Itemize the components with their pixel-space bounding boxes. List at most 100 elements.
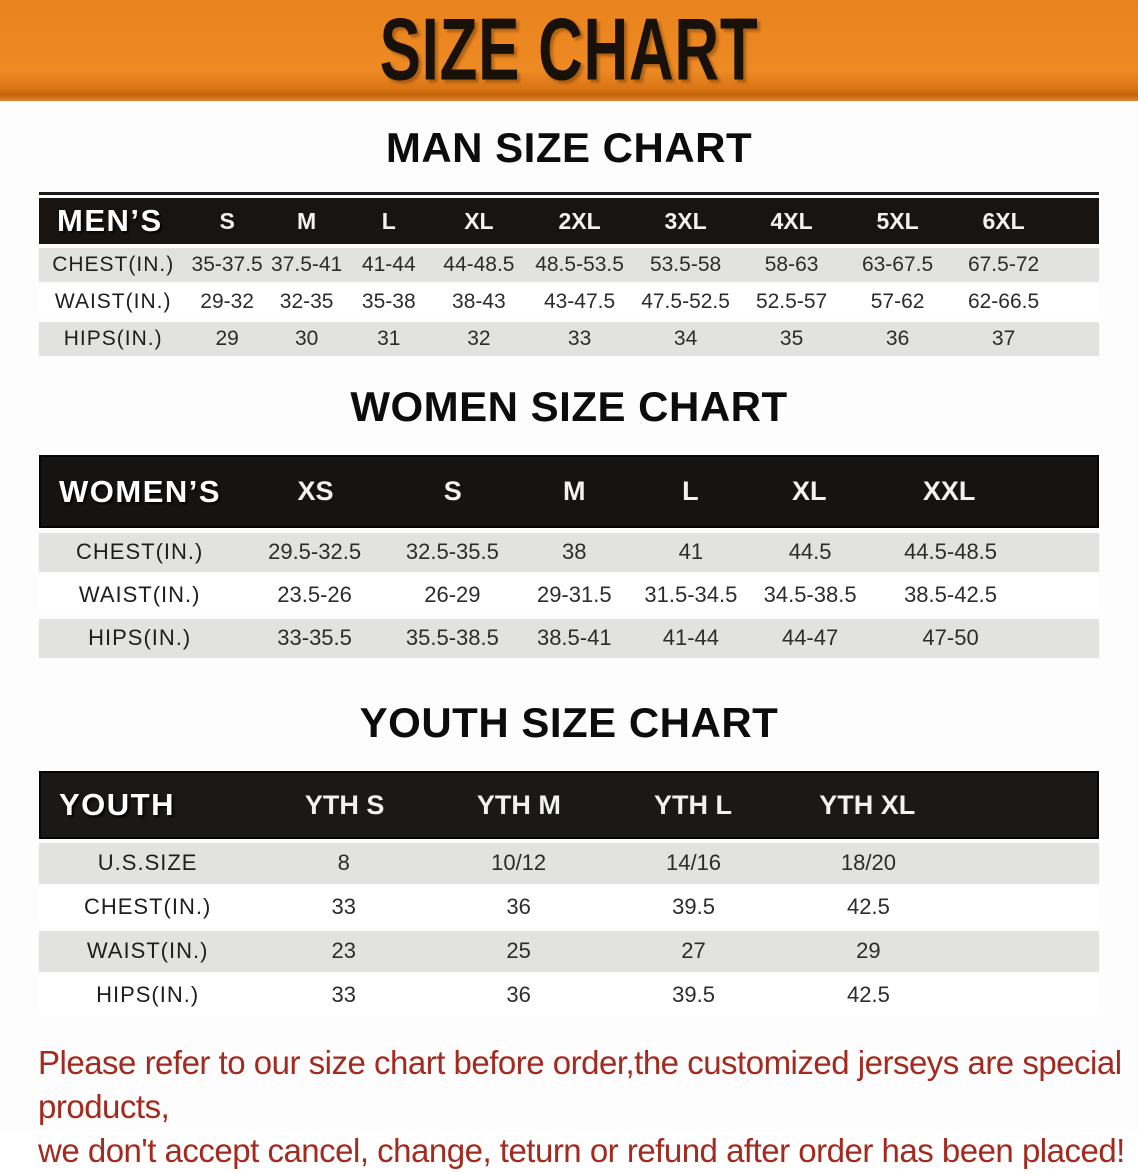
table-cell: 42.5 [847,982,890,1007]
table-cell: 37.5-41 [271,252,343,276]
row-label: WAIST(IN.) [78,582,201,607]
table-cell: 47-50 [922,625,979,650]
banner-title: SIZE CHART [379,1,759,99]
table-cell: 44.5-48.5 [904,539,998,564]
women-table-header-row: WOMEN’S XS S M L XL XXL [39,455,1099,528]
table-cell: 63-67.5 [861,252,934,276]
row-label: HIPS(IN.) [63,326,163,350]
table-cell: 23 [331,938,356,963]
youth-header-cell: YTH M [476,789,561,820]
women-size-table: WOMEN’S XS S M L XL XXL CHEST(IN.) 29.5-… [39,455,1099,657]
youth-header-cell: YTH L [654,789,733,820]
table-cell: 47.5-52.5 [641,289,730,313]
youth-table-header-row: YOUTH YTH S YTH M YTH L YTH XL [39,771,1099,839]
women-header-cell: XL [791,476,827,506]
row-label: WAIST(IN.) [54,289,172,313]
women-header-cell: M [563,476,586,506]
table-cell: 8 [337,850,350,875]
table-cell: 35 [779,326,804,350]
table-cell: 62-66.5 [967,289,1040,313]
table-cell: 41-44 [662,625,719,650]
men-table-header-row: MEN’S S M L XL 2XL 3XL 4XL 5XL 6XL [39,198,1099,244]
table-cell: 29.5-32.5 [268,539,362,564]
table-cell: 41 [678,539,704,564]
row-label: CHEST(IN.) [52,252,175,276]
table-cell: 33 [567,326,592,350]
table-cell: 34 [673,326,698,350]
table-cell: 44.5 [788,539,832,564]
table-cell: 33-35.5 [277,625,352,650]
row-label: HIPS(IN.) [96,982,200,1007]
table-cell: 29-32 [200,289,254,313]
row-label: CHEST(IN.) [83,894,212,919]
men-header-cell: 5XL [876,207,919,234]
men-hips-row: HIPS(IN.) 29 30 31 32 33 34 35 36 37 [39,322,1099,355]
youth-header-cell: YTH S [304,789,385,820]
table-cell: 39.5 [672,894,715,919]
table-cell: 23.5-26 [277,582,352,607]
table-cell: 32.5-35.5 [405,539,499,564]
women-header-cell: L [682,476,699,506]
youth-hips-row: HIPS(IN.) 33 36 39.5 42.5 [39,975,1099,1015]
table-cell: 29 [856,938,881,963]
table-cell: 31 [377,326,401,350]
table-cell: 38-43 [452,289,506,313]
men-header-cell: S [219,207,235,234]
youth-header-cell: YTH XL [819,789,916,820]
youth-size-table: YOUTH YTH S YTH M YTH L YTH XL U.S.SIZE … [39,771,1099,1015]
row-label: HIPS(IN.) [88,625,192,650]
table-cell: 39.5 [672,982,715,1007]
table-cell: 26-29 [424,582,481,607]
women-chest-row: CHEST(IN.) 29.5-32.5 32.5-35.5 38 41 44.… [39,533,1099,571]
table-cell: 36 [885,326,910,350]
men-header-cell: 6XL [982,207,1025,234]
table-cell: 33 [331,982,356,1007]
men-header-cell: L [381,207,396,234]
order-policy-note: Please refer to our size chart before or… [38,1041,1138,1173]
table-cell: 34.5-38.5 [763,582,857,607]
youth-header-label: YOUTH [59,787,175,822]
row-label: CHEST(IN.) [76,539,204,564]
men-table-topline [39,192,1099,195]
table-cell: 25 [506,938,531,963]
table-cell: 42.5 [847,894,890,919]
men-header-cell: M [297,207,317,234]
row-label: WAIST(IN.) [86,938,209,963]
men-chest-row: CHEST(IN.) 35-37.5 37.5-41 41-44 44-48.5… [39,248,1099,281]
men-size-table: MEN’S S M L XL 2XL 3XL 4XL 5XL 6XL CHEST… [39,192,1099,355]
table-cell: 30 [294,326,319,350]
men-header-cell: 2XL [558,207,601,234]
table-cell: 38.5-42.5 [904,582,998,607]
table-cell: 36 [506,894,531,919]
youth-chest-row: CHEST(IN.) 33 36 39.5 42.5 [39,887,1099,927]
table-cell: 37 [991,326,1016,350]
women-section-heading: WOMEN SIZE CHART [350,383,788,430]
table-cell: 48.5-53.5 [535,252,624,276]
table-cell: 10/12 [491,850,547,875]
youth-section-heading: YOUTH SIZE CHART [359,699,779,746]
table-cell: 36 [506,982,531,1007]
table-cell: 29 [215,326,239,350]
women-header-cell: XXL [922,476,976,506]
table-cell: 58-63 [764,252,819,276]
table-cell: 44-48.5 [443,252,515,276]
table-cell: 43-47.5 [543,289,616,313]
man-section-heading: MAN SIZE CHART [385,124,753,171]
women-header-cell: S [443,476,462,506]
table-cell: 31.5-34.5 [644,582,738,607]
banner: SIZE CHART [0,0,1138,101]
table-cell: 44-47 [781,625,839,650]
table-cell: 53.5-58 [649,252,722,276]
table-cell: 18/20 [840,850,896,875]
table-cell: 57-62 [870,289,925,313]
women-header-label: WOMEN’S [59,473,222,509]
table-cell: 38 [562,539,587,564]
table-cell: 41-44 [361,252,416,276]
women-hips-row: HIPS(IN.) 33-35.5 35.5-38.5 38.5-41 41-4… [39,619,1099,657]
men-header-label: MEN’S [57,203,163,238]
men-waist-row: WAIST(IN.) 29-32 32-35 35-38 38-43 43-47… [39,285,1099,318]
men-header-cell: 3XL [664,207,707,234]
table-cell: 35-38 [361,289,416,313]
men-header-cell: XL [464,207,494,234]
